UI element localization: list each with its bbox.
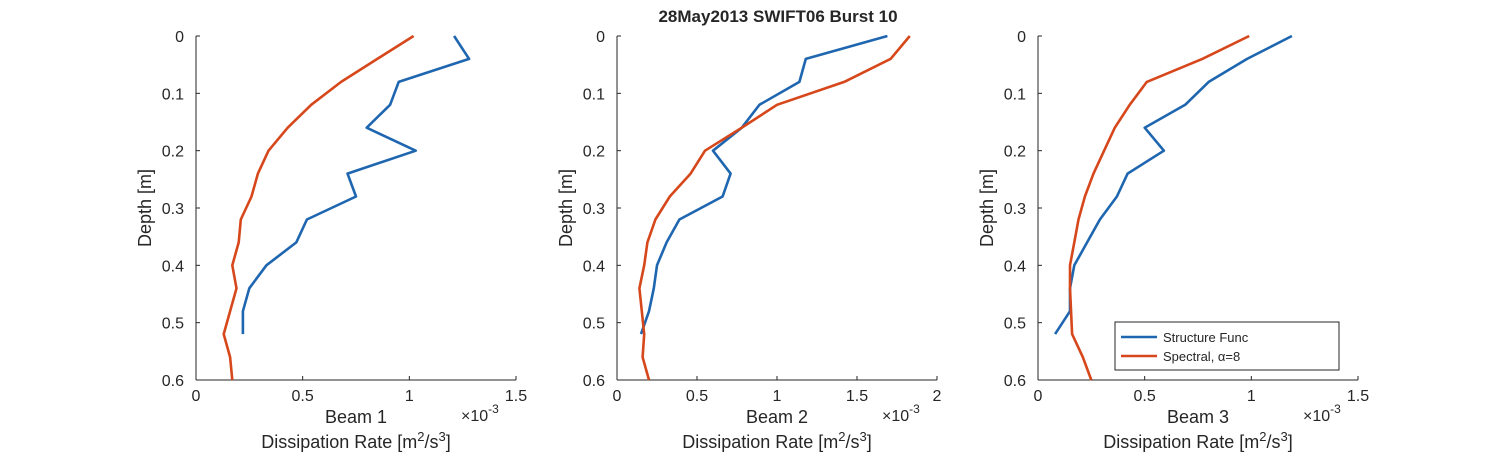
y-tick-label: 0.2 <box>1004 144 1026 161</box>
y-tick-label: 0.2 <box>583 144 605 161</box>
y-tick-label: 0.6 <box>162 373 184 390</box>
y-tick-label: 0.6 <box>1004 373 1026 390</box>
y-tick-label: 0.5 <box>583 316 605 333</box>
y-tick-label: 0.3 <box>583 201 605 218</box>
y-tick-label: 0.2 <box>162 144 184 161</box>
y-tick-label: 0.5 <box>1004 316 1026 333</box>
x-tick-label: 0.5 <box>1134 388 1156 405</box>
y-axis-label: Depth [m] <box>556 169 576 247</box>
y-tick-label: 0 <box>175 29 184 46</box>
x-tick-label: 0.5 <box>686 388 708 405</box>
y-tick-label: 0.1 <box>162 86 184 103</box>
y-tick-label: 0.5 <box>162 316 184 333</box>
x-tick-label: 0 <box>613 388 622 405</box>
beam-label: Beam 3 <box>1167 407 1229 427</box>
legend-box <box>1114 321 1340 371</box>
beam-label: Beam 2 <box>746 407 808 427</box>
series-structure-func-line <box>1054 34 1293 335</box>
series-spectral-line <box>1068 34 1250 381</box>
y-tick-label: 0.4 <box>1004 258 1026 275</box>
x-tick-label: 0.5 <box>292 388 314 405</box>
x-tick-label: 1 <box>1247 388 1256 405</box>
x-tick-label: 1.5 <box>505 388 527 405</box>
legend: Structure Func Spectral, α=8 <box>1114 321 1340 371</box>
y-tick-label: 0 <box>1017 29 1026 46</box>
x-tick-label: 0 <box>1034 388 1043 405</box>
legend-entry-label: Structure Func <box>1163 330 1249 345</box>
y-tick-label: 0.6 <box>583 373 605 390</box>
x-axis-label: Dissipation Rate [m2/s3] <box>1103 429 1293 452</box>
x-exponent-label: ×10-3 <box>461 402 499 425</box>
panel-beam-3: 0 0.1 0.2 0.3 0.4 0.5 0.6 0 0.5 1 1.5 ×10-3 Beam 3Di… <box>977 29 1369 452</box>
beam-label: Beam 1 <box>325 407 387 427</box>
y-tick-label: 0 <box>596 29 605 46</box>
series-structure-func-line <box>241 35 471 335</box>
x-axis-label: Dissipation Rate [m2/s3] <box>682 429 872 452</box>
x-tick-label: 2 <box>933 388 942 405</box>
figure-title: 28May2013 SWIFT06 Burst 10 <box>658 7 897 26</box>
y-axis-label: Depth [m] <box>135 169 155 247</box>
y-tick-label: 0.1 <box>1004 86 1026 103</box>
y-tick-label: 0.3 <box>1004 201 1026 218</box>
y-axis-label: Depth [m] <box>977 169 997 247</box>
x-exponent-label: ×10-3 <box>1303 402 1341 425</box>
legend-entry-label: Spectral, α=8 <box>1163 349 1240 364</box>
y-tick-label: 0.3 <box>162 201 184 218</box>
x-tick-label: 1 <box>405 388 414 405</box>
series-structure-func-line <box>639 34 888 335</box>
y-tick-label: 0.4 <box>583 258 605 275</box>
x-exponent-label: ×10-3 <box>882 402 920 425</box>
x-tick-label: 0 <box>192 388 201 405</box>
series-spectral-line <box>222 34 415 381</box>
series-spectral-line <box>638 35 911 381</box>
y-tick-label: 0.4 <box>162 258 184 275</box>
x-axis-label: Dissipation Rate [m2/s3] <box>261 429 451 452</box>
x-tick-label: 1 <box>773 388 782 405</box>
y-tick-label: 0.1 <box>583 86 605 103</box>
panel-beam-1: 0 0.1 0.2 0.3 0.4 0.5 0.6 0 0.5 1 1.5 ×10-3 Beam 1Di… <box>135 29 527 452</box>
x-tick-label: 1.5 <box>1347 388 1369 405</box>
x-tick-label: 1.5 <box>846 388 868 405</box>
